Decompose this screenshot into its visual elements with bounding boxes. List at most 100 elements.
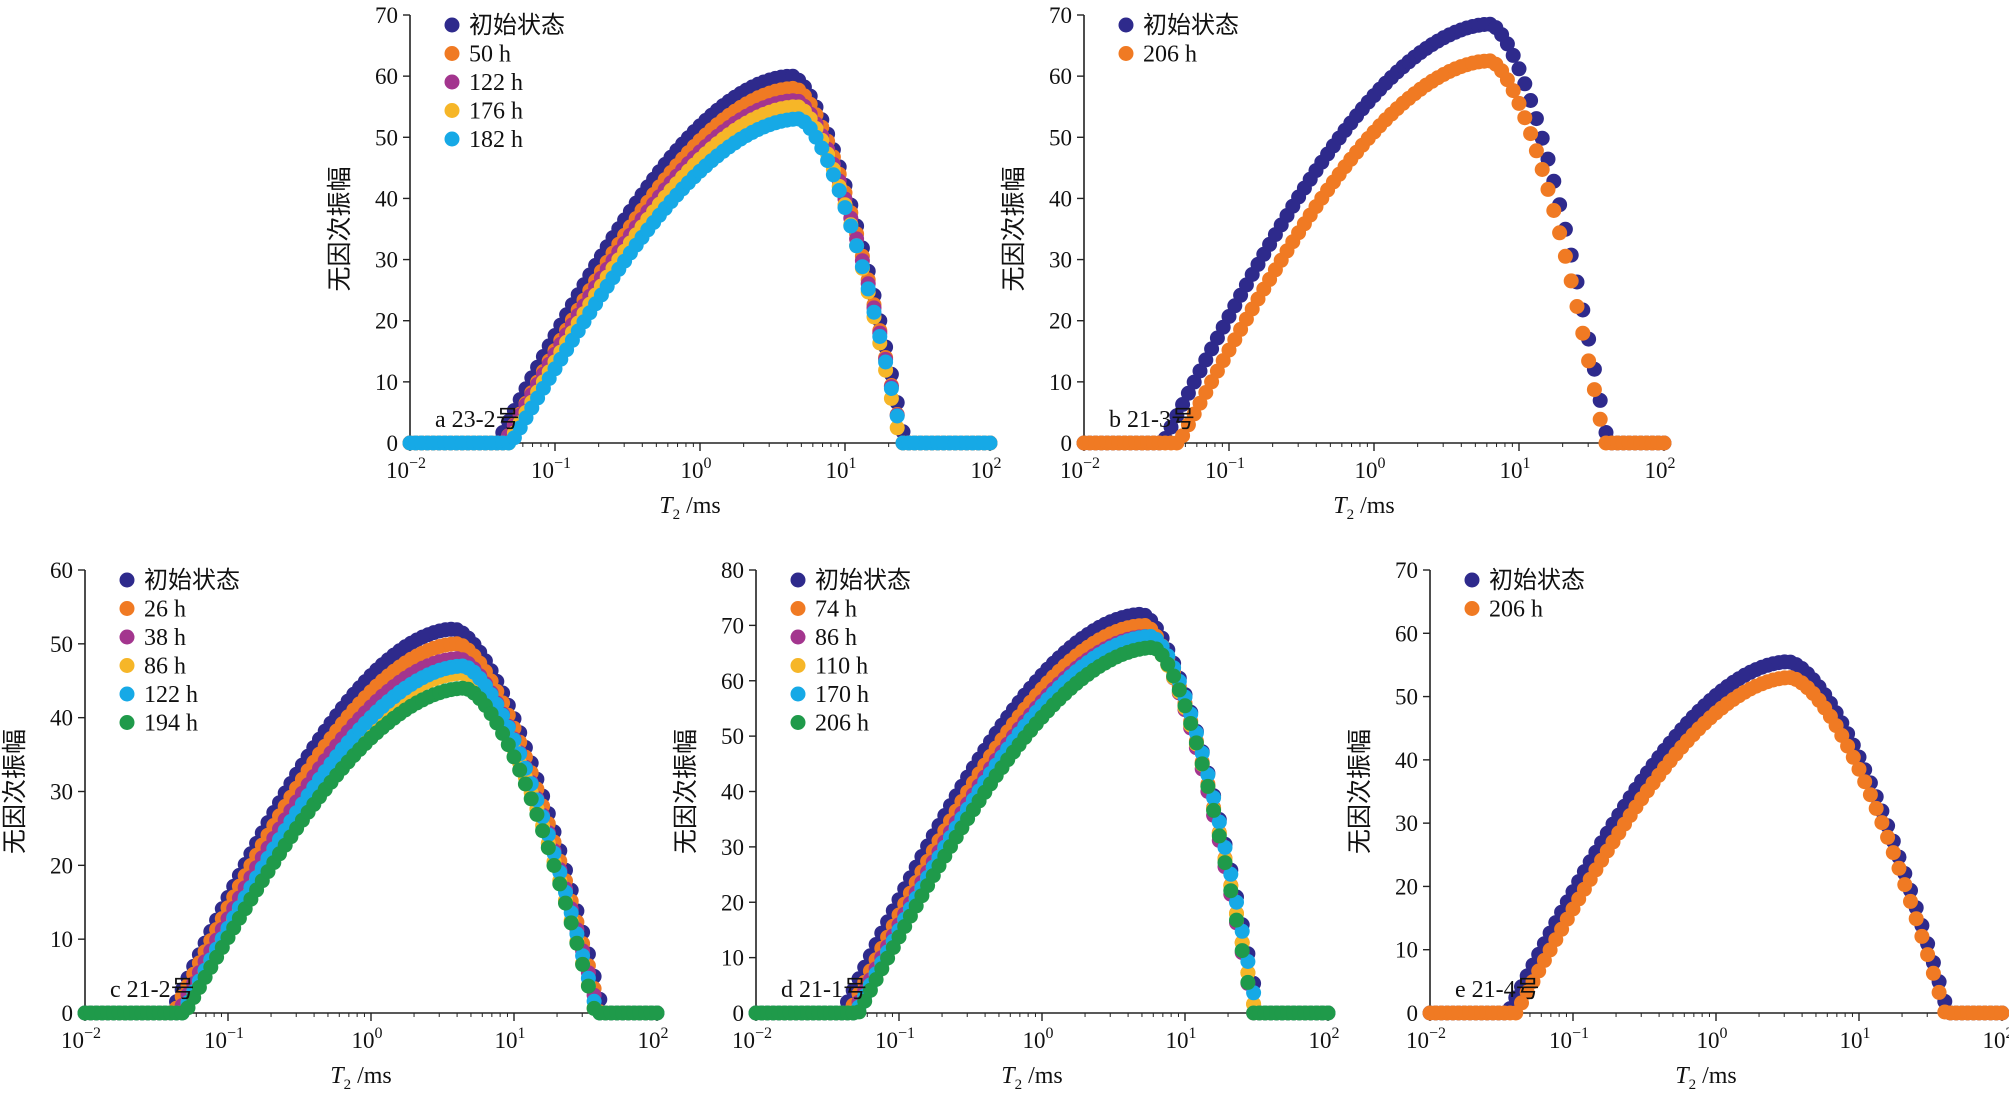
x-axis-label: T2 /ms [1333, 493, 1395, 523]
data-point [1511, 61, 1527, 77]
data-point [552, 876, 568, 892]
data-point [889, 408, 905, 424]
panel-1: 0 10 20 30 40 50 60 70 10−2 10−1 100 101 102 T2 /ms 无因… [325, 3, 1002, 523]
data-point [1186, 374, 1202, 390]
data-point [1891, 860, 1907, 876]
data-point [1868, 800, 1884, 816]
data-point [500, 737, 516, 753]
data-point [1320, 1005, 1336, 1021]
x-axis-label: T2 /ms [330, 1063, 392, 1093]
data-point [1925, 965, 1941, 981]
panel-label: d 21-1号 [781, 977, 867, 1003]
data-point [1857, 774, 1873, 790]
data-point [1903, 893, 1918, 909]
legend-marker [444, 74, 460, 90]
x-tick-label: 101 [1166, 1025, 1197, 1053]
x-tick-label: 10−2 [1406, 1025, 1446, 1053]
legend-marker [119, 572, 135, 588]
y-tick-label: 40 [1395, 748, 1418, 773]
data-point [1994, 1005, 2009, 1021]
y-tick-label: 30 [721, 835, 744, 860]
y-tick-label: 70 [375, 3, 398, 28]
legend-marker [1118, 17, 1134, 33]
legend-label: 初始状态 [815, 567, 911, 594]
series-1 [1076, 16, 1672, 451]
data-point [1177, 698, 1193, 714]
y-tick-label: 60 [721, 669, 744, 694]
data-point [1223, 866, 1239, 882]
y-tick-label: 60 [375, 64, 398, 89]
data-point [1223, 883, 1239, 899]
data-point [1569, 299, 1585, 314]
data-point [860, 281, 876, 297]
y-tick-label: 30 [1395, 811, 1418, 836]
data-point [1192, 363, 1208, 379]
y-tick-label: 30 [375, 248, 398, 273]
legend-label: 初始状态 [469, 12, 565, 39]
data-point [1546, 203, 1562, 218]
x-tick-label: 10−2 [1060, 455, 1100, 483]
data-point [854, 259, 870, 275]
data-point [1523, 93, 1539, 108]
series-6 [748, 640, 1336, 1021]
legend-marker [1464, 572, 1480, 588]
data-point [540, 840, 556, 856]
legend-marker [790, 601, 806, 616]
legend-label: 初始状态 [144, 567, 240, 594]
legend-marker [119, 715, 135, 730]
data-point [1198, 352, 1214, 368]
data-point [1234, 923, 1250, 939]
x-tick-label: 10−1 [531, 455, 571, 483]
x-tick-label: 10−2 [61, 1025, 101, 1053]
x-axis-label: T2 /ms [1675, 1063, 1737, 1093]
data-point [1874, 815, 1890, 831]
legend-marker [119, 601, 135, 616]
y-tick-label: 50 [50, 632, 73, 657]
data-point [1160, 656, 1176, 672]
data-point [837, 200, 853, 216]
data-point [1920, 947, 1936, 963]
data-point [1552, 225, 1568, 241]
data-point [1163, 419, 1179, 435]
data-point [649, 1005, 665, 1021]
data-point [1511, 95, 1527, 111]
data-point [1540, 181, 1556, 197]
data-point [575, 956, 591, 972]
legend-label: 86 h [815, 625, 857, 651]
data-point [517, 776, 533, 792]
y-tick-label: 0 [733, 1001, 745, 1026]
data-point [843, 218, 859, 234]
data-point [1206, 790, 1222, 806]
x-tick-label: 100 [1355, 455, 1386, 483]
y-tick-label: 0 [1061, 431, 1073, 456]
panel-label: a 23-2号 [435, 407, 520, 433]
data-point [1211, 828, 1227, 844]
data-point [1517, 76, 1533, 92]
data-point [569, 935, 585, 951]
panel-label: e 21-4号 [1455, 977, 1540, 1003]
legend-label: 74 h [815, 597, 857, 623]
x-tick-label: 10−2 [732, 1025, 772, 1053]
legend-marker [790, 658, 806, 673]
legend-label: 206 h [1143, 42, 1197, 68]
legend-label: 194 h [144, 711, 198, 737]
legend-marker [790, 629, 806, 645]
legend-label: 110 h [815, 654, 868, 680]
legend-marker [444, 103, 460, 118]
data-point [866, 304, 882, 320]
data-point [820, 153, 836, 169]
series-layer [77, 621, 665, 1021]
data-point [1586, 382, 1602, 398]
data-point [580, 978, 596, 994]
x-tick-label: 10−2 [386, 455, 426, 483]
data-point [1851, 761, 1867, 777]
y-tick-label: 0 [62, 1001, 74, 1026]
data-point [1217, 855, 1233, 871]
data-point [982, 435, 998, 451]
legend-marker [119, 658, 135, 673]
data-point [563, 915, 579, 931]
y-tick-label: 0 [387, 431, 399, 456]
series-6 [77, 680, 665, 1021]
legend-marker [444, 17, 460, 33]
